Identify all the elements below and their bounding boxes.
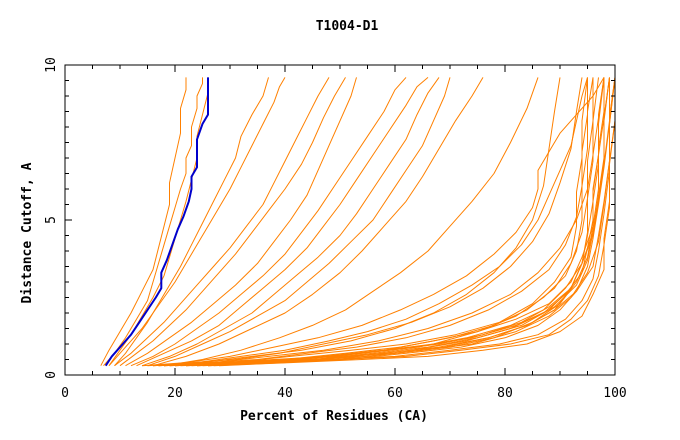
y-axis-label: Distance Cutoff, A — [20, 162, 35, 303]
series-line-14 — [163, 77, 539, 367]
y-tick-label-5: 5 — [44, 216, 59, 224]
x-tick-label-100: 100 — [603, 386, 626, 401]
series-line-33 — [185, 77, 605, 367]
series-line-11 — [141, 77, 440, 367]
series-line-10 — [136, 77, 429, 367]
series-line-6 — [114, 77, 330, 367]
series-line-1 — [103, 77, 203, 367]
y-tick-label-0: 0 — [44, 371, 59, 379]
series-line-37 — [163, 77, 594, 367]
series-line-24 — [191, 77, 610, 367]
series-line-35 — [207, 77, 616, 367]
series-line-12 — [147, 77, 451, 367]
x-tick-label-20: 20 — [167, 386, 183, 401]
x-tick-label-60: 60 — [387, 386, 403, 401]
series-line-31 — [158, 77, 605, 367]
chart-title: T1004-D1 — [316, 19, 379, 34]
x-tick-label-40: 40 — [277, 386, 293, 401]
series-line-8 — [125, 77, 357, 367]
x-tick-label-80: 80 — [497, 386, 513, 401]
series-line-18 — [158, 77, 588, 367]
series-line-highlight — [104, 77, 209, 367]
y-tick-label-10: 10 — [44, 57, 59, 73]
series-line-2 — [100, 77, 187, 366]
series-line-36 — [152, 77, 561, 367]
series-line-7 — [119, 77, 346, 367]
series-line-13 — [152, 77, 484, 367]
series-line-5 — [108, 77, 286, 367]
x-tick-label-0: 0 — [61, 386, 69, 401]
ticks-layer: 0 20 40 60 80 100 0 5 10 — [44, 57, 627, 401]
series-line-4 — [114, 77, 269, 367]
series-layer — [100, 77, 616, 367]
series-line-32 — [169, 77, 588, 367]
series-line-17 — [141, 77, 605, 367]
series-line-29 — [218, 77, 616, 367]
x-axis-label: Percent of Residues (CA) — [240, 409, 428, 424]
series-line-16 — [147, 77, 583, 367]
series-line-9 — [130, 77, 407, 367]
